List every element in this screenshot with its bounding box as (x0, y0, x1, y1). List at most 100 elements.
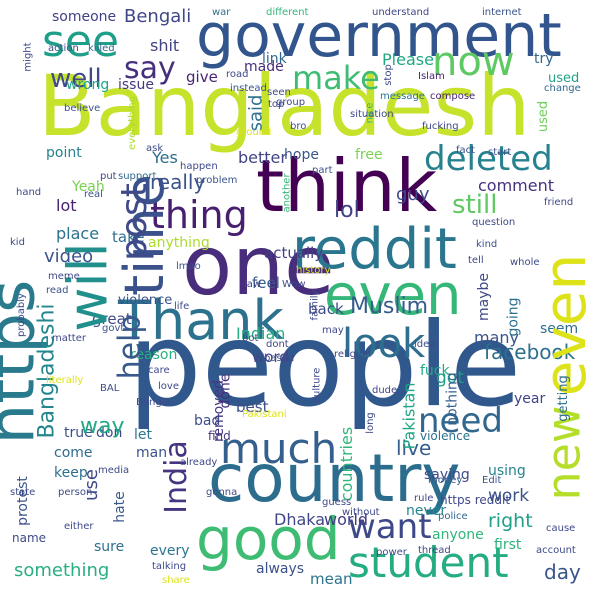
word-best: best (236, 398, 269, 416)
word-bad: bad (194, 413, 221, 429)
word-sure: sure (94, 539, 125, 555)
word-government: government (196, 1, 562, 71)
word-talking: talking (152, 561, 187, 572)
word-say: say (124, 51, 176, 86)
word-start: start (488, 147, 512, 158)
word-instead: instead (230, 83, 267, 94)
word-care: care (148, 365, 170, 376)
word-student: student (348, 538, 509, 587)
word-link: link (262, 51, 287, 67)
word-rule: rule (414, 493, 434, 504)
word-action: action (48, 43, 79, 54)
word-man: man (136, 445, 168, 461)
word-real: real (84, 189, 103, 200)
word-seem: seem (540, 321, 579, 337)
word-read: read (46, 285, 69, 296)
word-live: live (396, 436, 432, 460)
word-well: well (50, 64, 102, 94)
word-understand: understand (372, 7, 430, 18)
word-made: made (244, 59, 284, 75)
word-hate: hate (111, 491, 128, 523)
word-work: work (488, 486, 530, 506)
word-put: put (100, 171, 117, 182)
word-problem: problem (196, 175, 238, 186)
word-true: true (64, 425, 93, 441)
word-money: money (428, 475, 463, 486)
word-first: first (494, 537, 522, 553)
word-bot: bot (242, 333, 259, 344)
word-everything: everything (126, 96, 138, 150)
word-state: state (10, 487, 36, 498)
word-fact: fact (456, 145, 476, 156)
word-trying: used (536, 100, 552, 133)
word-police: police (438, 511, 468, 522)
word-lol: lol (334, 198, 360, 223)
word-share: share (162, 575, 190, 586)
word-saying: saying (424, 467, 470, 483)
word-thing: thing (150, 193, 248, 237)
word-kid: kid (10, 237, 25, 248)
word-guy: guy (396, 184, 430, 205)
word-friend: friend (544, 197, 574, 208)
word-hand: hand (16, 187, 42, 198)
word-bangladeshi: Bangladeshi (34, 303, 60, 439)
word-now: now (432, 39, 515, 85)
word-removed: removed (211, 379, 228, 443)
word-situation: situation (350, 109, 394, 120)
word-actually: actually (264, 244, 324, 262)
word-india: India (158, 440, 194, 514)
word-something: something (14, 560, 110, 581)
word-anything: anything (148, 235, 210, 251)
word-good: good (196, 505, 341, 573)
word-someone: someone (52, 9, 117, 25)
word-group: group (276, 97, 306, 108)
word-still: still (452, 190, 498, 220)
word-every: every (150, 543, 190, 559)
word-lmao: lmao (176, 261, 201, 272)
word-top: top (268, 99, 285, 110)
word-fuck: fuck (420, 363, 450, 379)
word-compose: compose (430, 91, 476, 102)
word-need: need (418, 401, 503, 441)
word-world: world (324, 510, 369, 529)
word-muslim: Muslim (350, 294, 429, 319)
word-law: law (244, 279, 262, 290)
word-part: part (312, 165, 333, 176)
word-account: account (536, 545, 576, 556)
word-see: see (42, 16, 120, 67)
word-anyone: anyone (432, 527, 484, 543)
word-great: great (92, 310, 132, 328)
word-least: used (548, 71, 580, 86)
word-idea: idea (414, 339, 436, 350)
word-find: find (208, 429, 231, 443)
word-yes: Yes (152, 148, 178, 167)
word-bangladesh: Bangladesh (38, 57, 531, 155)
word-try: wrong (66, 77, 110, 93)
word-don: don (96, 425, 123, 441)
word-another: another (281, 173, 293, 213)
word-want: want (348, 507, 432, 547)
word-said: said (245, 94, 267, 132)
word-thread: thread (418, 545, 451, 556)
word-right: right (488, 510, 533, 532)
word-got: got (436, 368, 464, 388)
word-govt: govt (102, 323, 125, 334)
word-happen: happen (180, 161, 218, 172)
word-pakistan: Pakistan (399, 382, 419, 450)
word-used: try (534, 51, 554, 67)
word-think: think (256, 144, 438, 228)
word-post: post (113, 183, 155, 261)
word-edit: Edit (482, 475, 502, 486)
word-give: give (186, 68, 218, 86)
word-feel: feel (252, 274, 280, 292)
word-shit: shit (150, 36, 180, 55)
word-killed: killed (88, 43, 115, 54)
word-look: look (342, 321, 426, 367)
word-cause: cause (546, 523, 576, 534)
word-one: one (182, 219, 335, 314)
word-yeah: Yeah (72, 179, 105, 195)
word-mean: mean (310, 570, 353, 588)
word-back: back (308, 300, 344, 318)
word-reddit: reddit (292, 217, 457, 282)
word-already: already (180, 457, 218, 468)
